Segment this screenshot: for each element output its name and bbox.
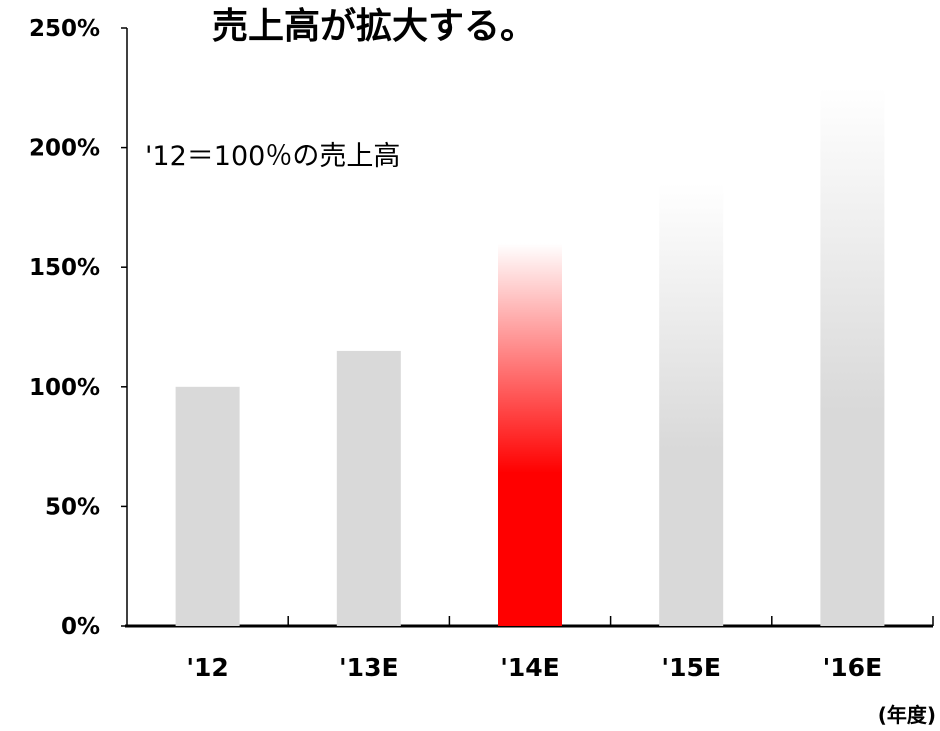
x-tick-label: '12 — [186, 653, 228, 682]
x-ticks: '12 '13E '14E '15E '16E — [186, 616, 934, 682]
y-tick-label: 200% — [29, 136, 100, 162]
bar — [175, 386, 240, 626]
y-tick-label: 100% — [29, 375, 100, 401]
bar — [820, 87, 885, 627]
bars — [175, 87, 885, 627]
bar — [336, 350, 401, 626]
x-tick-label: '15E — [661, 653, 721, 682]
bar — [498, 243, 562, 626]
y-tick-label: 250% — [29, 16, 100, 42]
chart-title: 売上高が拡大する。 — [212, 6, 536, 47]
x-tick-label: '13E — [339, 653, 399, 682]
y-tick-label: 0% — [61, 614, 100, 640]
chart-subtitle: '12＝100％の売上高 — [145, 141, 400, 172]
x-tick-label: '16E — [823, 653, 883, 682]
y-ticks: 0% 50% 100% 150% 200% 250% — [29, 16, 127, 640]
x-tick-label: '14E — [500, 653, 560, 682]
y-tick-label: 50% — [45, 494, 100, 520]
y-tick-label: 150% — [29, 255, 100, 281]
bar — [659, 183, 724, 627]
x-axis-unit-label: (年度) — [878, 703, 936, 727]
